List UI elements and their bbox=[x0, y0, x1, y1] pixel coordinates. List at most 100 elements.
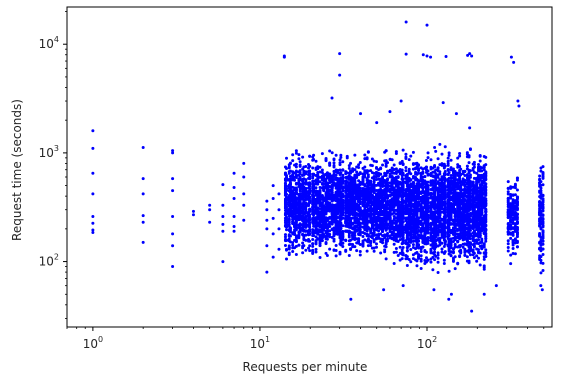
data-point bbox=[372, 186, 376, 190]
data-point bbox=[288, 174, 292, 178]
data-point bbox=[423, 175, 427, 179]
data-point bbox=[298, 185, 302, 189]
data-point bbox=[426, 180, 430, 184]
data-point bbox=[401, 241, 405, 245]
plot-area bbox=[91, 20, 545, 313]
data-point bbox=[322, 188, 326, 192]
data-point bbox=[288, 169, 292, 173]
data-point bbox=[409, 234, 413, 238]
data-point bbox=[409, 226, 413, 230]
data-point bbox=[384, 257, 388, 261]
data-point bbox=[294, 225, 298, 229]
data-point bbox=[316, 196, 320, 200]
data-point bbox=[358, 253, 362, 257]
data-point bbox=[429, 260, 433, 264]
data-point bbox=[417, 246, 421, 250]
data-point bbox=[407, 244, 411, 248]
data-point bbox=[417, 171, 421, 175]
data-point bbox=[386, 237, 390, 241]
data-point bbox=[358, 214, 362, 218]
data-point bbox=[415, 264, 419, 268]
data-point bbox=[287, 166, 291, 170]
data-point bbox=[285, 257, 288, 261]
data-point bbox=[318, 233, 322, 237]
data-point bbox=[330, 151, 334, 155]
data-point bbox=[285, 247, 288, 251]
data-point bbox=[298, 226, 302, 230]
data-point bbox=[436, 166, 440, 170]
data-point bbox=[325, 229, 329, 233]
data-point bbox=[291, 249, 295, 253]
data-point bbox=[294, 216, 298, 220]
data-point bbox=[339, 155, 343, 159]
data-point bbox=[308, 213, 312, 217]
data-point bbox=[293, 178, 297, 182]
data-point bbox=[308, 249, 312, 253]
data-point bbox=[312, 184, 316, 188]
data-point bbox=[322, 196, 326, 200]
data-point bbox=[304, 225, 308, 229]
data-point bbox=[288, 183, 292, 187]
data-point bbox=[339, 171, 343, 175]
data-point bbox=[332, 175, 336, 179]
data-point bbox=[426, 169, 430, 173]
data-point bbox=[436, 256, 440, 260]
data-point bbox=[415, 211, 419, 215]
data-point bbox=[390, 158, 394, 162]
data-point bbox=[302, 244, 306, 248]
data-point bbox=[341, 216, 345, 220]
data-point bbox=[328, 206, 332, 209]
data-point bbox=[318, 180, 322, 184]
data-point bbox=[322, 227, 326, 231]
data-point bbox=[370, 164, 374, 168]
data-point bbox=[443, 164, 447, 168]
data-point bbox=[304, 201, 308, 205]
data-point bbox=[336, 212, 340, 216]
data-point bbox=[328, 162, 332, 166]
data-point bbox=[294, 236, 298, 240]
data-point bbox=[308, 223, 312, 227]
data-point bbox=[431, 268, 435, 272]
data-point bbox=[287, 222, 291, 226]
data-point bbox=[344, 248, 348, 252]
data-point bbox=[409, 210, 413, 214]
data-point bbox=[308, 154, 312, 158]
data-point bbox=[339, 226, 343, 230]
data-point bbox=[336, 200, 340, 204]
data-point bbox=[347, 254, 351, 258]
data-point bbox=[285, 178, 288, 182]
data-point bbox=[294, 211, 298, 215]
data-point bbox=[285, 156, 288, 160]
data-point bbox=[341, 224, 345, 228]
data-point bbox=[341, 186, 345, 190]
data-point bbox=[304, 170, 308, 174]
data-point bbox=[392, 242, 396, 246]
data-point bbox=[438, 172, 442, 176]
data-point bbox=[312, 205, 316, 209]
data-point bbox=[316, 174, 320, 178]
data-point bbox=[288, 177, 292, 181]
data-point bbox=[308, 196, 312, 200]
data-point bbox=[320, 168, 324, 172]
data-point bbox=[341, 189, 345, 193]
data-point bbox=[417, 188, 421, 192]
data-point bbox=[336, 176, 340, 180]
data-point bbox=[297, 243, 301, 247]
data-point bbox=[336, 224, 340, 228]
data-point bbox=[294, 149, 298, 153]
data-point bbox=[311, 242, 315, 246]
data-point bbox=[322, 212, 326, 216]
data-point bbox=[288, 191, 292, 195]
data-point bbox=[316, 182, 320, 186]
data-point bbox=[409, 260, 413, 264]
data-point bbox=[318, 207, 322, 211]
data-point bbox=[287, 217, 291, 221]
data-point bbox=[409, 222, 413, 226]
data-point bbox=[443, 212, 447, 216]
data-point bbox=[325, 237, 329, 241]
data-point bbox=[429, 208, 433, 212]
data-point bbox=[311, 237, 315, 241]
data-point bbox=[338, 250, 342, 254]
data-point bbox=[417, 197, 421, 201]
